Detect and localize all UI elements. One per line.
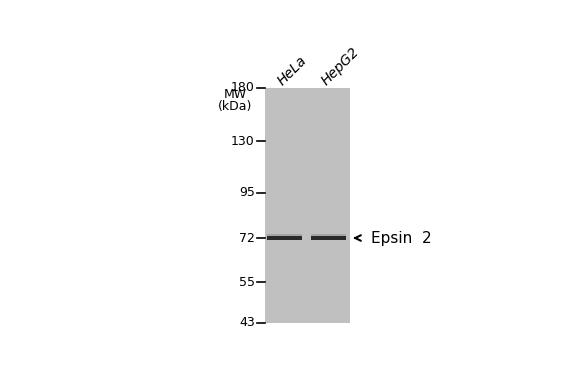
- Text: 55: 55: [239, 276, 255, 289]
- Bar: [311, 234, 346, 236]
- Text: 95: 95: [239, 186, 255, 199]
- Text: 180: 180: [231, 81, 255, 94]
- Text: Epsin  2: Epsin 2: [371, 231, 432, 245]
- Text: HeLa: HeLa: [275, 53, 309, 88]
- Bar: [265, 88, 350, 322]
- Text: 72: 72: [239, 231, 255, 245]
- Text: MW: MW: [224, 88, 247, 101]
- Text: 130: 130: [231, 135, 255, 147]
- Bar: [311, 236, 346, 240]
- Bar: [267, 236, 301, 240]
- Bar: [267, 234, 301, 236]
- Text: 43: 43: [239, 316, 255, 329]
- Text: (kDa): (kDa): [218, 101, 253, 113]
- Text: HepG2: HepG2: [318, 44, 362, 88]
